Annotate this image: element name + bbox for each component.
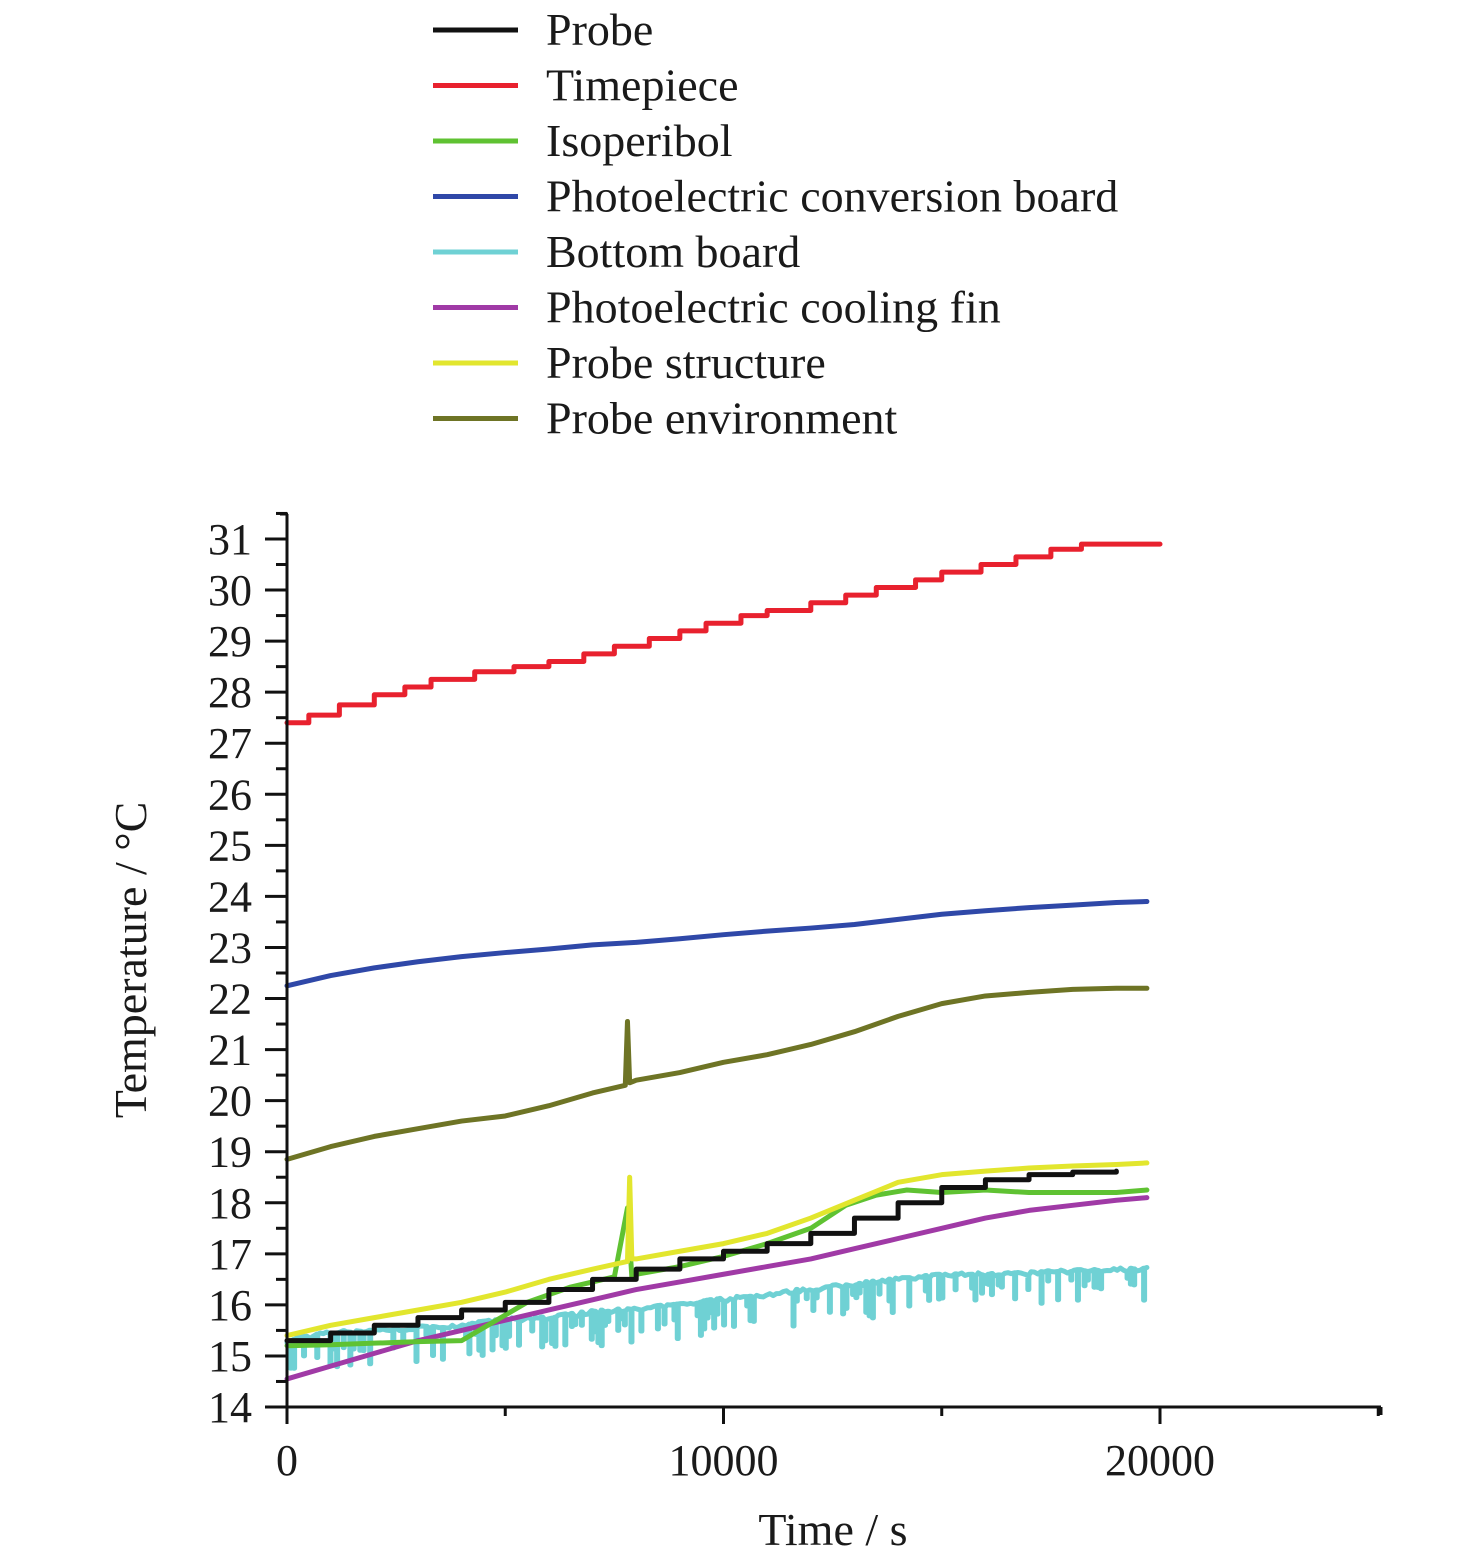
- y-tick-label: 25: [208, 821, 252, 870]
- legend-label: Probe environment: [546, 393, 898, 444]
- y-tick-label: 27: [208, 719, 252, 768]
- y-tick-label: 23: [208, 923, 252, 972]
- legend-label: Photoelectric conversion board: [546, 171, 1118, 222]
- legend-label: Isoperibol: [546, 115, 733, 166]
- y-tick-label: 17: [208, 1230, 252, 1279]
- legend-label: Timepiece: [546, 60, 739, 111]
- legend-item: Probe structure: [433, 337, 826, 388]
- y-tick-label: 14: [208, 1383, 252, 1432]
- series-line-timepiece: [284, 541, 1163, 726]
- y-tick-label: 16: [208, 1281, 252, 1330]
- legend-label: Probe: [546, 4, 653, 55]
- legend-item: Photoelectric cooling fin: [433, 282, 1001, 333]
- legend-label: Photoelectric cooling fin: [546, 282, 1001, 333]
- series-line-probe: [284, 1168, 1119, 1344]
- series-line-probe-environment: [284, 985, 1150, 1162]
- y-tick-label: 22: [208, 975, 252, 1024]
- axes: [280, 512, 1383, 1415]
- y-axis-title: Temperature / °C: [105, 802, 156, 1119]
- y-tick-label: 19: [208, 1128, 252, 1177]
- series-line-photoelectric-cooling-fin: [284, 1195, 1150, 1382]
- y-tick-label: 18: [208, 1179, 252, 1228]
- y-tick-label: 24: [208, 872, 252, 921]
- legend-label: Probe structure: [546, 337, 826, 388]
- series-layer: [284, 541, 1163, 1382]
- legend-label: Bottom board: [546, 226, 800, 277]
- series-line-photoelectric-conversion-board: [284, 899, 1150, 989]
- legend-item: Photoelectric conversion board: [433, 171, 1118, 222]
- legend-item: Isoperibol: [433, 115, 733, 166]
- x-tick-label: 20000: [1105, 1436, 1215, 1485]
- y-tick-label: 20: [208, 1077, 252, 1126]
- legend-item: Timepiece: [433, 60, 739, 111]
- x-axis-title: Time / s: [758, 1504, 907, 1555]
- series-line-bottom-board: [284, 1264, 1150, 1371]
- legend-item: Bottom board: [433, 226, 800, 277]
- x-tick-label: 0: [276, 1436, 298, 1485]
- legend-item: Probe: [433, 4, 653, 55]
- y-tick-label: 21: [208, 1026, 252, 1075]
- y-tick-label: 29: [208, 617, 252, 666]
- y-tick-label: 31: [208, 515, 252, 564]
- series-line-probe-structure: [284, 1160, 1150, 1339]
- y-tick-label: 30: [208, 566, 252, 615]
- y-tick-label: 26: [208, 770, 252, 819]
- y-tick-label: 28: [208, 668, 252, 717]
- x-ticks: 0 10000 20000: [276, 1407, 1380, 1485]
- x-tick-label: 10000: [669, 1436, 779, 1485]
- legend-item: Probe environment: [433, 393, 898, 444]
- y-tick-label: 15: [208, 1332, 252, 1381]
